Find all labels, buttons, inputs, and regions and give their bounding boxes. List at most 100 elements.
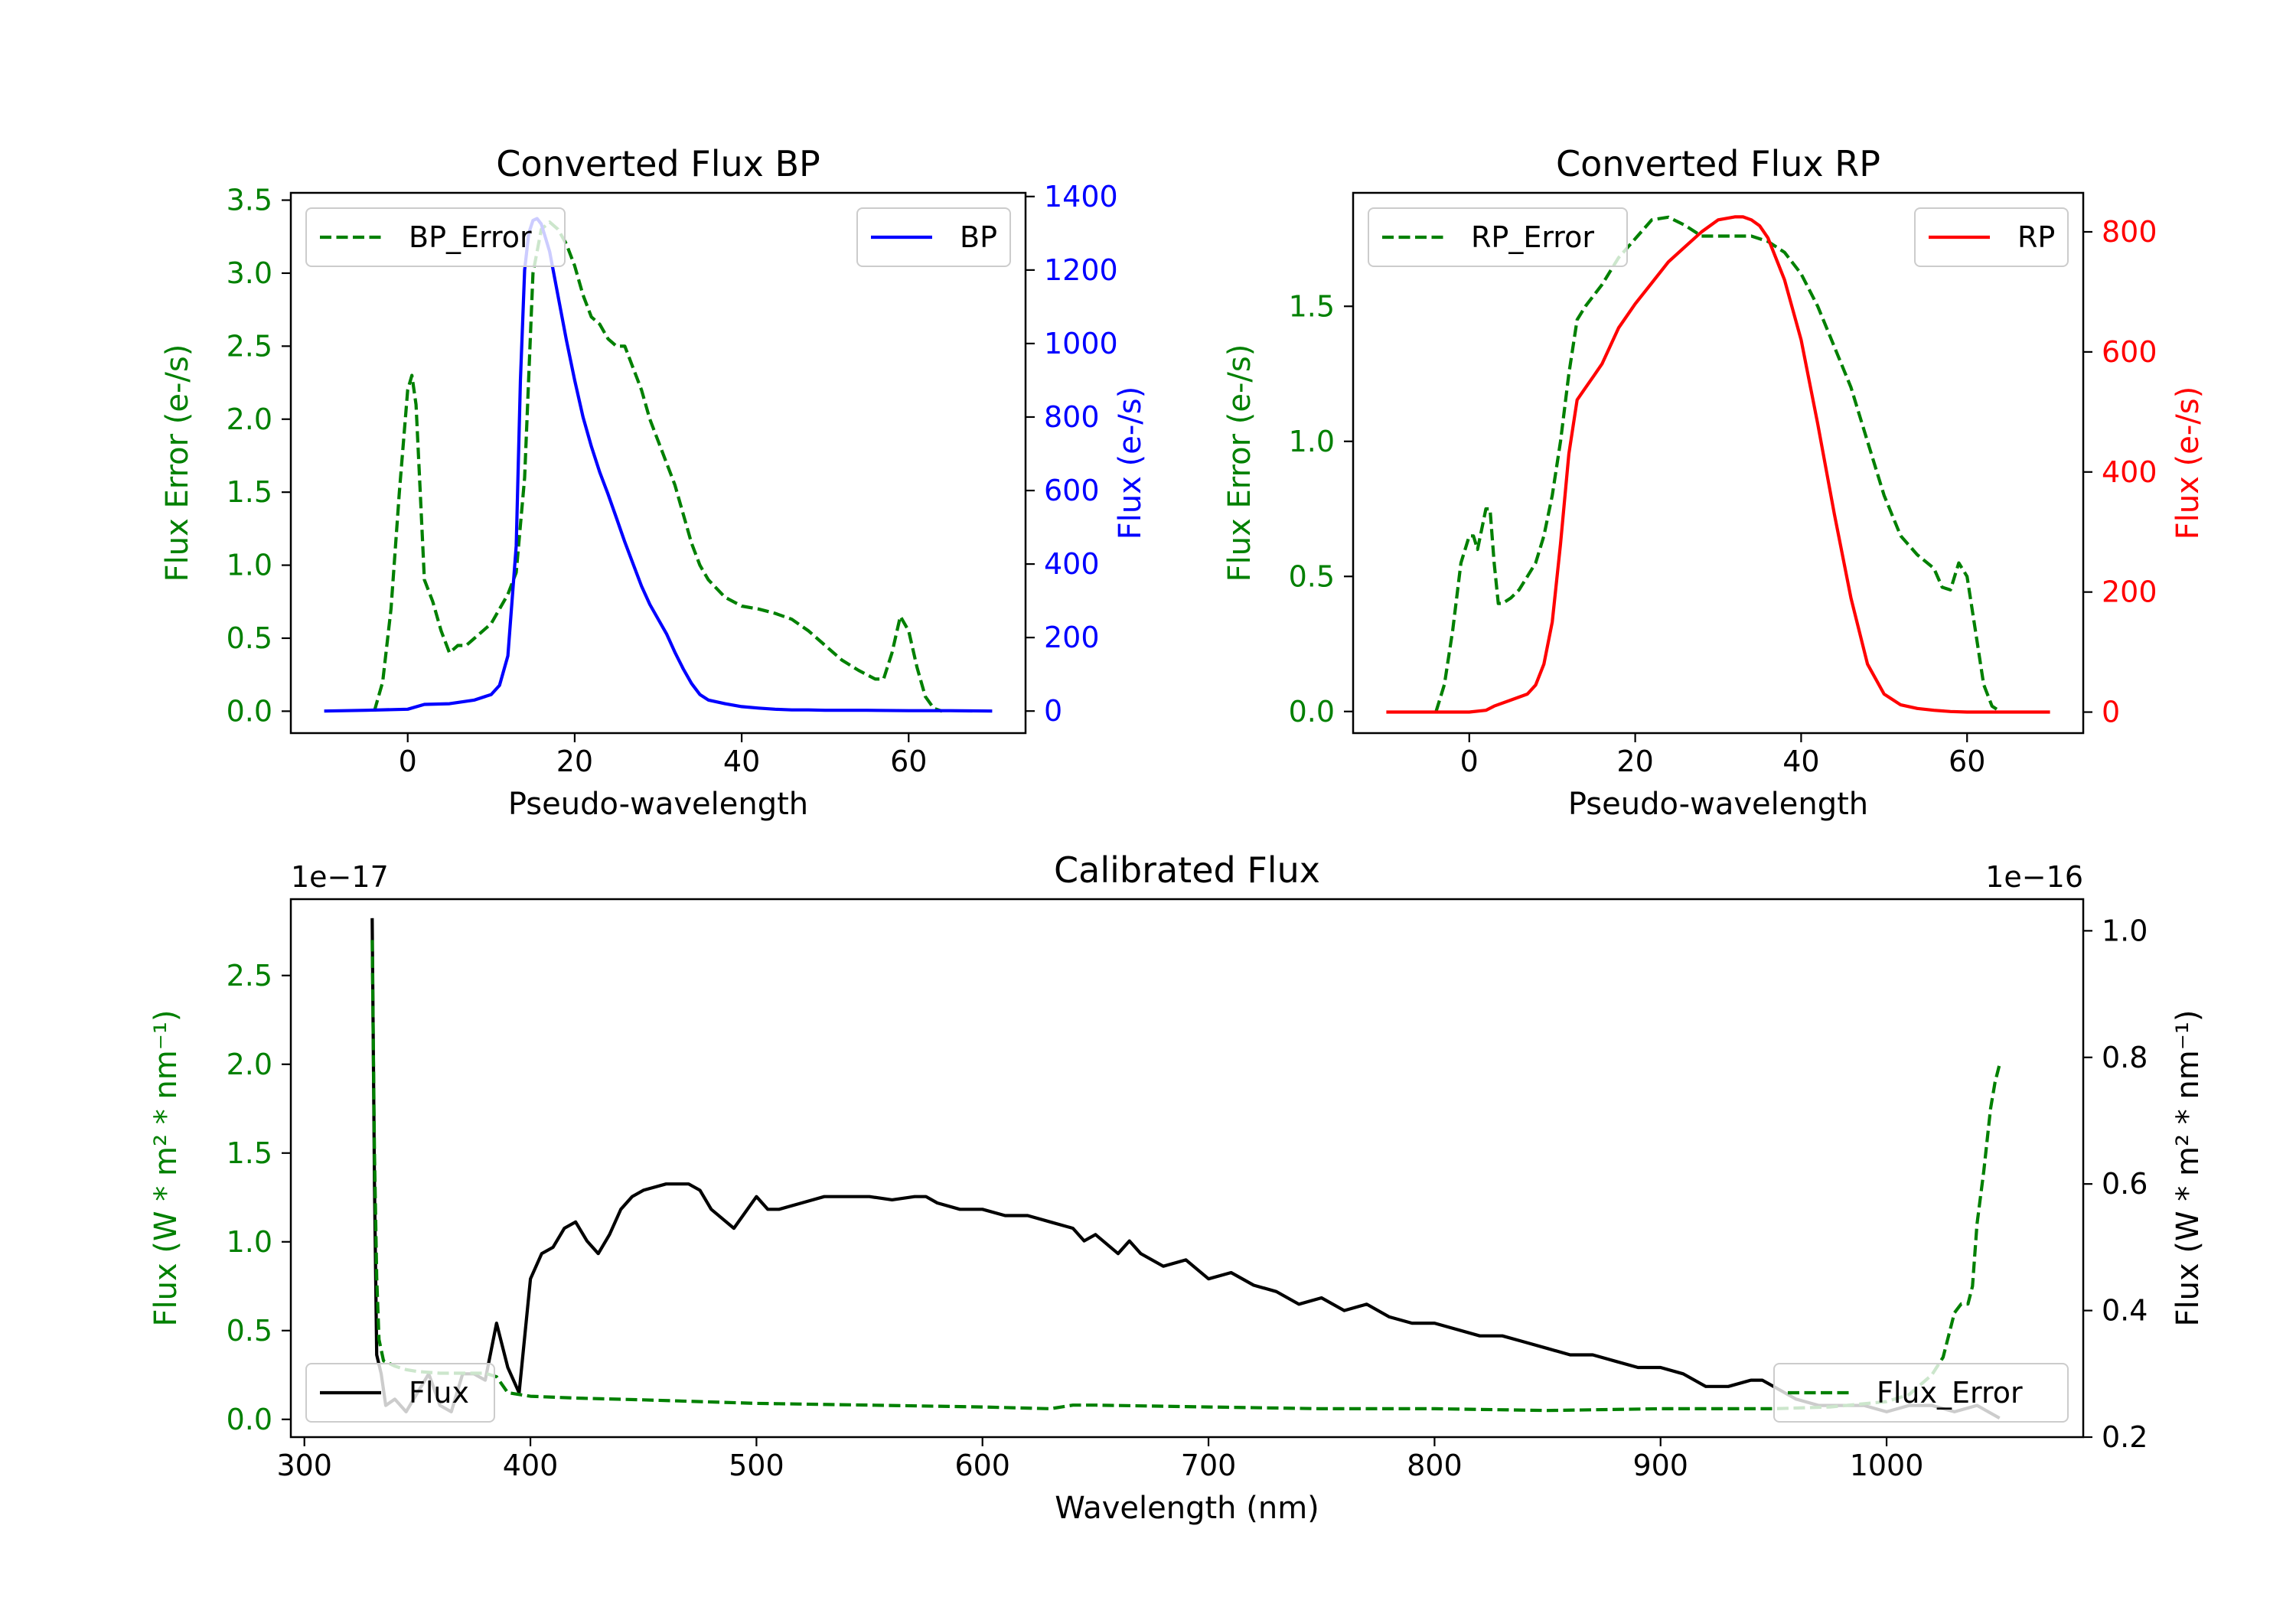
y-right-tick-label: 0 xyxy=(1044,694,1062,728)
axes-frame xyxy=(1352,191,2085,735)
x-tick-label: 900 xyxy=(1632,1449,1688,1482)
y-left-tick-label: 0.0 xyxy=(227,694,272,728)
y-right-tick-label: 600 xyxy=(2102,335,2157,369)
x-axis-label: Pseudo-wavelength xyxy=(508,787,808,822)
y-right-tick-label: 0.8 xyxy=(2102,1041,2148,1074)
x-tick-label: 20 xyxy=(556,745,593,778)
y-right-tick-label: 1200 xyxy=(1044,253,1118,287)
x-tick-label: 20 xyxy=(1616,745,1653,778)
y-left-tick-label: 1.5 xyxy=(227,475,272,509)
legend-box xyxy=(1914,207,2069,267)
legend-label: BP_Error xyxy=(409,220,532,254)
legend-box xyxy=(1773,1363,2069,1423)
series-line-flux xyxy=(370,918,2001,1420)
plot-area xyxy=(1386,215,2050,714)
y-right-axis-label: Flux (W * m² * nm⁻¹) xyxy=(2170,1010,2206,1327)
series-line-rp-error xyxy=(1434,215,2001,713)
legend-label: Flux xyxy=(409,1376,469,1410)
series-line-bp-error xyxy=(373,220,943,713)
x-tick-label: 600 xyxy=(954,1449,1010,1482)
y-right-tick-label: 0.6 xyxy=(2102,1167,2148,1201)
y-right-tick-label: 600 xyxy=(1044,474,1100,507)
axes-frame xyxy=(289,191,1027,735)
y-left-tick-label: 2.5 xyxy=(227,959,272,993)
x-tick-label: 0 xyxy=(1460,745,1479,778)
chart-title: Converted Flux RP xyxy=(1556,143,1880,184)
y-right-tick-label: 200 xyxy=(1044,621,1100,654)
x-tick-label: 800 xyxy=(1407,1449,1463,1482)
series-line-bp xyxy=(324,217,993,713)
legend-right: BP xyxy=(856,207,1011,267)
x-tick-label: 40 xyxy=(723,745,760,778)
x-tick-label: 40 xyxy=(1782,745,1819,778)
y-right-axis-label: Flux (e-/s) xyxy=(1113,386,1148,539)
x-axis-label: Pseudo-wavelength xyxy=(1568,787,1868,822)
y-right-tick-label: 400 xyxy=(1044,547,1100,581)
legend-label: Flux_Error xyxy=(1877,1376,2023,1410)
legend-left: BP_Error xyxy=(305,207,566,267)
legend-label: RP xyxy=(2017,220,2055,254)
chart-title: Converted Flux BP xyxy=(496,143,820,184)
x-tick-label: 700 xyxy=(1181,1449,1237,1482)
y-right-tick-label: 400 xyxy=(2102,455,2157,489)
x-tick-label: 1000 xyxy=(1850,1449,1924,1482)
offset-right-label: 1e−16 xyxy=(1985,860,2083,894)
legend-label: RP_Error xyxy=(1471,220,1594,254)
legend-box xyxy=(305,1363,495,1423)
y-left-tick-label: 0.0 xyxy=(1289,695,1335,729)
x-tick-label: 60 xyxy=(1949,745,1985,778)
legend-left: Flux xyxy=(305,1363,495,1423)
y-right-axis-label: Flux (e-/s) xyxy=(2170,386,2206,539)
y-left-tick-label: 3.5 xyxy=(227,184,272,217)
y-left-tick-label: 0.5 xyxy=(1289,559,1335,593)
y-left-tick-label: 1.0 xyxy=(227,1225,272,1259)
y-left-tick-label: 2.5 xyxy=(227,329,272,363)
x-tick-label: 0 xyxy=(399,745,417,778)
y-right-tick-label: 800 xyxy=(1044,400,1100,434)
legend-right: RP xyxy=(1914,207,2069,267)
y-right-tick-label: 0 xyxy=(2102,696,2120,729)
y-left-tick-label: 2.0 xyxy=(227,1048,272,1081)
chart-title: Calibrated Flux xyxy=(1054,849,1320,891)
y-left-tick-label: 1.0 xyxy=(227,549,272,582)
y-right-tick-label: 1400 xyxy=(1044,180,1118,214)
y-left-tick-label: 2.0 xyxy=(227,403,272,436)
y-left-tick-label: 1.5 xyxy=(227,1136,272,1170)
chart-bp: 0 20 40 60 0.0 0.5 1.0 1.5 2.0 2.5 3.0 3.5 0 200 400 60… xyxy=(160,143,1148,822)
legend-label: BP xyxy=(960,220,997,254)
y-right-tick-label: 800 xyxy=(2102,215,2157,249)
x-tick-label: 300 xyxy=(276,1449,332,1482)
y-right-tick-label: 200 xyxy=(2102,575,2157,609)
series-line-flux-error xyxy=(370,940,2001,1413)
x-tick-label: 60 xyxy=(890,745,927,778)
y-left-axis-label: Flux Error (e-/s) xyxy=(1222,344,1257,582)
plot-area xyxy=(324,217,993,713)
y-left-axis-label: Flux (W * m² * nm⁻¹) xyxy=(148,1010,184,1327)
legend-box xyxy=(1368,207,1628,267)
y-left-axis-label: Flux Error (e-/s) xyxy=(160,344,195,582)
x-tick-label: 500 xyxy=(729,1449,784,1482)
legend-box xyxy=(305,207,566,267)
y-right-tick-label: 1.0 xyxy=(2102,914,2148,947)
y-right-tick-label: 0.2 xyxy=(2102,1420,2148,1454)
y-left-tick-label: 0.0 xyxy=(227,1403,272,1436)
chart-cal: 300 400 500 600 700 800 900 1000 0.0 0.5 1.0 1.5 2.0… xyxy=(148,849,2206,1526)
y-left-tick-label: 3.0 xyxy=(227,256,272,290)
legend-box xyxy=(856,207,1011,267)
legend-left: RP_Error xyxy=(1368,207,1628,267)
x-tick-label: 400 xyxy=(503,1449,559,1482)
plot-area xyxy=(370,918,2001,1420)
y-left-tick-label: 1.0 xyxy=(1289,425,1335,458)
y-right-tick-label: 1000 xyxy=(1044,327,1118,360)
axes-frame xyxy=(289,898,2085,1439)
x-axis-label: Wavelength (nm) xyxy=(1055,1491,1319,1526)
y-right-tick-label: 0.4 xyxy=(2102,1294,2148,1328)
offset-left-label: 1e−17 xyxy=(291,860,389,894)
y-left-tick-label: 1.5 xyxy=(1289,289,1335,323)
y-left-tick-label: 0.5 xyxy=(227,621,272,655)
series-line-rp xyxy=(1386,215,2050,714)
y-left-tick-label: 0.5 xyxy=(227,1314,272,1348)
legend-right: Flux_Error xyxy=(1773,1363,2069,1423)
chart-rp: 0 20 40 60 0.0 0.5 1.0 1.5 0 200 400 600 800 Converte… xyxy=(1222,143,2206,822)
